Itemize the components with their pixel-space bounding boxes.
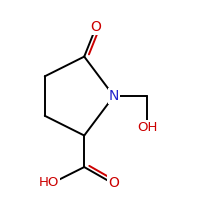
Text: OH: OH	[137, 121, 158, 134]
Text: HO: HO	[39, 176, 59, 189]
Text: O: O	[108, 176, 119, 190]
Text: N: N	[109, 89, 119, 103]
Text: O: O	[91, 20, 101, 34]
